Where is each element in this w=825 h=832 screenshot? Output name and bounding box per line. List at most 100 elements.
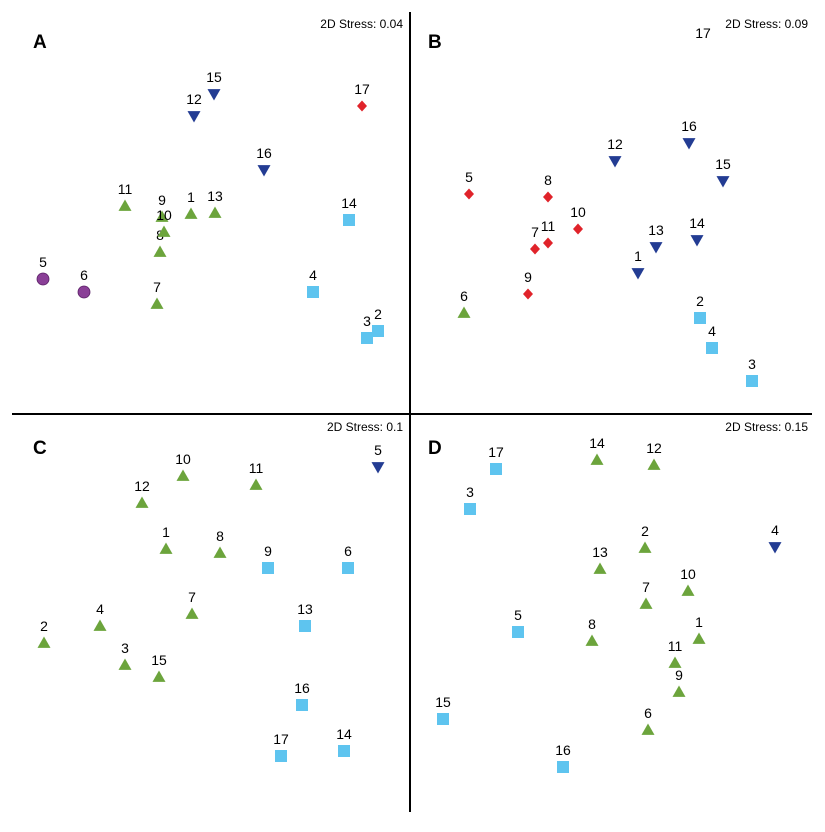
panel-a-point-10-triangle-marker (157, 225, 171, 237)
panel-b-point-label: 4 (708, 323, 716, 339)
panel-d-point-label: 8 (588, 616, 596, 632)
panel-c-point-label: 4 (96, 601, 104, 617)
panel-b-point-9-diamond-marker (523, 288, 533, 300)
panel-b-point-10-diamond-marker (573, 223, 583, 235)
panel-b-point-label: 15 (715, 156, 731, 172)
panel-d-point-2-triangle-marker (638, 541, 652, 553)
panel-d-point-label: 14 (589, 435, 605, 451)
panel-c-point-label: 1 (162, 524, 170, 540)
panel-b-point-label: 16 (681, 118, 697, 134)
panel-c-point-label: 10 (175, 451, 191, 467)
panel-b-point-label: 11 (541, 218, 556, 234)
panel-b-point-11-diamond-marker (543, 237, 553, 249)
panel-d-point-label: 13 (592, 544, 608, 560)
panel-a-point-11-triangle-marker (118, 199, 132, 211)
panel-a-point-label: 10 (156, 207, 172, 223)
panel-d-point-3-square-marker (464, 503, 476, 515)
panel-d-point-label: 17 (488, 444, 504, 460)
panel-b-point-label: 13 (648, 222, 664, 238)
panel-c-point-3-triangle-marker (118, 658, 132, 670)
panel-c-point-label: 8 (216, 528, 224, 544)
panel-a-point-label: 12 (186, 91, 202, 107)
panel-b-point-label: 14 (689, 215, 705, 231)
panel-d-point-label: 7 (642, 579, 650, 595)
panel-c-point-9-square-marker (262, 562, 274, 574)
panel-c-point-label: 16 (294, 680, 310, 696)
panel-d-point-7-triangle-marker (639, 597, 653, 609)
panel-c-point-4-triangle-marker (93, 619, 107, 631)
panel-c-point-label: 13 (297, 601, 313, 617)
panel-b-point-4-square-marker (706, 342, 718, 354)
panel-d-point-label: 1 (695, 614, 703, 630)
panel-a-point-5-circle-marker (36, 272, 50, 286)
panel-a-point-label: 4 (309, 267, 317, 283)
panel-b-point-1-inverted-triangle-marker (631, 268, 645, 280)
panel-c-point-12-triangle-marker (135, 496, 149, 508)
panel-d-point-label: 9 (675, 667, 683, 683)
panel-a-point-label: 13 (207, 188, 223, 204)
panel-d-point-12-triangle-marker (647, 458, 661, 470)
panel-a-point-17-diamond-marker (357, 100, 367, 112)
panel-d-point-14-triangle-marker (590, 453, 604, 465)
panel-c-point-label: 12 (134, 478, 150, 494)
panel-c-point-label: 7 (188, 589, 196, 605)
panel-a-point-4-square-marker (307, 286, 319, 298)
panel-a-point-label: 11 (118, 181, 133, 197)
panel-d-point-13-triangle-marker (593, 562, 607, 574)
panel-c-point-15-triangle-marker (152, 670, 166, 682)
panel-c-point-label: 11 (249, 460, 264, 476)
panel-letter-c: C (33, 438, 47, 459)
stress-label-c: 2D Stress: 0.1 (327, 420, 403, 434)
panel-d-point-label: 5 (514, 607, 522, 623)
panel-b-point-16-inverted-triangle-marker (682, 138, 696, 150)
panel-d-point-label: 11 (668, 638, 683, 654)
panel-d-point-label: 10 (680, 566, 696, 582)
panel-c-point-label: 9 (264, 543, 272, 559)
panel-a-point-3-square-marker (361, 332, 373, 344)
panel-a-point-label: 16 (256, 145, 272, 161)
panel-c-point-label: 5 (374, 442, 382, 458)
panel-c-point-11-triangle-marker (249, 478, 263, 490)
panel-c-point-16-square-marker (296, 699, 308, 711)
panel-c-point-7-triangle-marker (185, 607, 199, 619)
panel-d-point-17-square-marker (490, 463, 502, 475)
panel-b-point-2-square-marker (694, 312, 706, 324)
panel-c-point-8-triangle-marker (213, 546, 227, 558)
panel-b-point-label: 12 (607, 136, 623, 152)
panel-letter-a: A (33, 32, 47, 53)
panel-b-point-5-diamond-marker (464, 188, 474, 200)
panel-d-point-5-square-marker (512, 626, 524, 638)
panel-a-point-12-inverted-triangle-marker (187, 111, 201, 123)
panel-a-point-label: 3 (363, 313, 371, 329)
panel-c-point-label: 3 (121, 640, 129, 656)
panel-b-point-label: 7 (531, 224, 539, 240)
panel-a-point-9-triangle-marker (155, 210, 169, 222)
panel-a-point-label: 5 (39, 254, 47, 270)
panel-c-point-14-square-marker (338, 745, 350, 757)
panel-d-point-15-square-marker (437, 713, 449, 725)
panel-b-point-8-diamond-marker (543, 191, 553, 203)
panel-d-point-label: 3 (466, 484, 474, 500)
panel-c-point-17-square-marker (275, 750, 287, 762)
scatter-marks: 1789101113121516171442356175871110961216… (36, 25, 782, 773)
stress-label-b: 2D Stress: 0.09 (725, 17, 808, 31)
panel-b-point-label: 9 (524, 269, 532, 285)
panel-letter-b: B (428, 32, 442, 53)
panel-d-point-6-triangle-marker (641, 723, 655, 735)
panel-b-point-label: 17 (695, 25, 711, 41)
panel-a-point-label: 2 (374, 306, 382, 322)
panel-a-point-label: 1 (187, 189, 195, 205)
panel-b-point-label: 10 (570, 204, 586, 220)
panel-a-point-label: 14 (341, 195, 357, 211)
panel-c-point-2-triangle-marker (37, 636, 51, 648)
panel-d-point-4-inverted-triangle-marker (768, 542, 782, 554)
panel-a-point-label: 15 (206, 69, 222, 85)
panel-c-point-label: 2 (40, 618, 48, 634)
panel-c-point-1-triangle-marker (159, 542, 173, 554)
panel-d-point-label: 6 (644, 705, 652, 721)
panel-b-point-12-inverted-triangle-marker (608, 156, 622, 168)
panel-letter-d: D (428, 438, 442, 459)
panel-d-point-8-triangle-marker (585, 634, 599, 646)
panel-d-point-label: 4 (771, 522, 779, 538)
panel-b-point-7-diamond-marker (530, 243, 540, 255)
